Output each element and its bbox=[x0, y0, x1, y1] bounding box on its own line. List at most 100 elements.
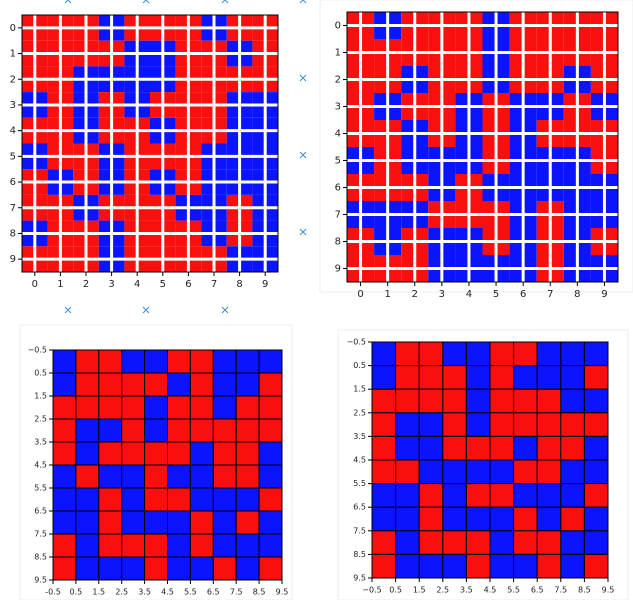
y-tick-label: 3 bbox=[10, 100, 16, 111]
cell bbox=[235, 349, 260, 374]
cell bbox=[418, 388, 444, 414]
y-tick-label: 6.5 bbox=[34, 507, 47, 516]
cell bbox=[52, 372, 77, 397]
cell bbox=[489, 459, 515, 485]
cell bbox=[167, 464, 191, 489]
x-tick-label: 5.5 bbox=[184, 588, 197, 597]
y-tick-label: 8.5 bbox=[34, 553, 47, 562]
cell bbox=[395, 506, 420, 532]
cell bbox=[98, 533, 123, 558]
cell bbox=[371, 388, 397, 414]
cell bbox=[442, 483, 467, 508]
x-tick-label: 5.5 bbox=[507, 586, 520, 595]
cell bbox=[583, 459, 609, 485]
cell bbox=[536, 553, 562, 579]
cell bbox=[395, 388, 420, 414]
x-tick-label: 1 bbox=[57, 279, 63, 290]
x-tick-label: 9.5 bbox=[602, 586, 615, 595]
cell bbox=[167, 372, 191, 397]
cell bbox=[560, 530, 585, 555]
y-tick-label: 2.5 bbox=[34, 415, 47, 424]
cell bbox=[212, 556, 237, 581]
cell bbox=[212, 533, 237, 558]
cell bbox=[513, 412, 538, 437]
x-tick-label: 3.5 bbox=[138, 588, 151, 597]
x-tick-label: -0.5 bbox=[45, 588, 61, 597]
cell bbox=[52, 556, 77, 581]
cell bbox=[395, 365, 420, 390]
cell bbox=[167, 533, 191, 558]
cell bbox=[395, 483, 420, 508]
axes-frame bbox=[21, 14, 279, 273]
x-tick-label: 7.5 bbox=[230, 588, 243, 597]
cell bbox=[536, 365, 562, 390]
x-tick-label: 3 bbox=[439, 289, 445, 300]
cell bbox=[560, 459, 585, 485]
cell bbox=[212, 395, 237, 420]
cell bbox=[189, 349, 214, 374]
cell bbox=[52, 510, 77, 535]
cell bbox=[144, 510, 169, 535]
cell bbox=[121, 349, 146, 374]
x-tick-label: 2.5 bbox=[115, 588, 128, 597]
cell bbox=[489, 388, 515, 414]
cell bbox=[98, 510, 123, 535]
cell bbox=[235, 510, 260, 535]
cell bbox=[536, 388, 562, 414]
cell bbox=[212, 349, 237, 374]
cell bbox=[442, 553, 467, 579]
cell bbox=[395, 412, 420, 437]
x-tick-label: 2 bbox=[412, 289, 418, 300]
y-tick-label: 1.5 bbox=[34, 392, 47, 401]
y-tick-label: 1 bbox=[10, 49, 16, 60]
cell bbox=[235, 464, 260, 489]
cell bbox=[371, 341, 397, 367]
y-tick-label: 9.5 bbox=[353, 574, 366, 583]
cell bbox=[583, 412, 609, 437]
y-tick-label: 0.5 bbox=[353, 361, 366, 370]
cell bbox=[189, 372, 214, 397]
y-tick-label: 3.5 bbox=[353, 432, 366, 441]
cell bbox=[121, 533, 146, 558]
x-tick-label: 7 bbox=[211, 279, 217, 290]
cell bbox=[75, 487, 100, 512]
cell bbox=[235, 372, 260, 397]
x-tick-label: 3 bbox=[108, 279, 114, 290]
cell bbox=[189, 510, 214, 535]
cell bbox=[536, 483, 562, 508]
cell bbox=[212, 510, 237, 535]
cell bbox=[513, 459, 538, 485]
cell bbox=[52, 464, 77, 489]
cell bbox=[75, 441, 100, 466]
y-tick-label: 4 bbox=[335, 129, 341, 140]
cell bbox=[418, 506, 444, 532]
cell bbox=[167, 349, 191, 374]
cell bbox=[52, 533, 77, 558]
cell bbox=[212, 418, 237, 443]
y-tick-label: 5 bbox=[10, 151, 16, 162]
cell bbox=[144, 395, 169, 420]
x-tick-label: 1 bbox=[384, 289, 390, 300]
cell bbox=[144, 441, 169, 466]
y-tick-label: 5.5 bbox=[353, 479, 366, 488]
y-tick-label: 3.5 bbox=[34, 438, 47, 447]
cell bbox=[189, 487, 214, 512]
cell bbox=[583, 341, 609, 367]
y-tick-label: −0.5 bbox=[347, 338, 366, 347]
cell bbox=[167, 556, 191, 581]
cell bbox=[121, 418, 146, 443]
cell bbox=[536, 530, 562, 555]
cell bbox=[465, 435, 491, 461]
cell bbox=[395, 530, 420, 555]
cell bbox=[395, 459, 420, 485]
y-tick-label: 2.5 bbox=[353, 408, 366, 417]
cell bbox=[489, 341, 515, 367]
cell bbox=[371, 483, 397, 508]
cell bbox=[560, 341, 585, 367]
cell bbox=[371, 365, 397, 390]
cell bbox=[465, 483, 491, 508]
cell bbox=[489, 553, 515, 579]
cell bbox=[258, 395, 283, 420]
cell bbox=[536, 435, 562, 461]
